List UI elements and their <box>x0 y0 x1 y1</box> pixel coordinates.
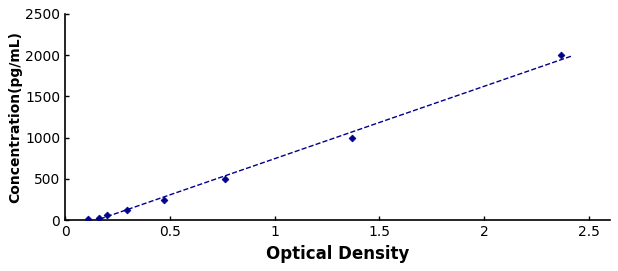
Y-axis label: Concentration(pg/mL): Concentration(pg/mL) <box>8 31 22 203</box>
X-axis label: Optical Density: Optical Density <box>266 245 409 263</box>
